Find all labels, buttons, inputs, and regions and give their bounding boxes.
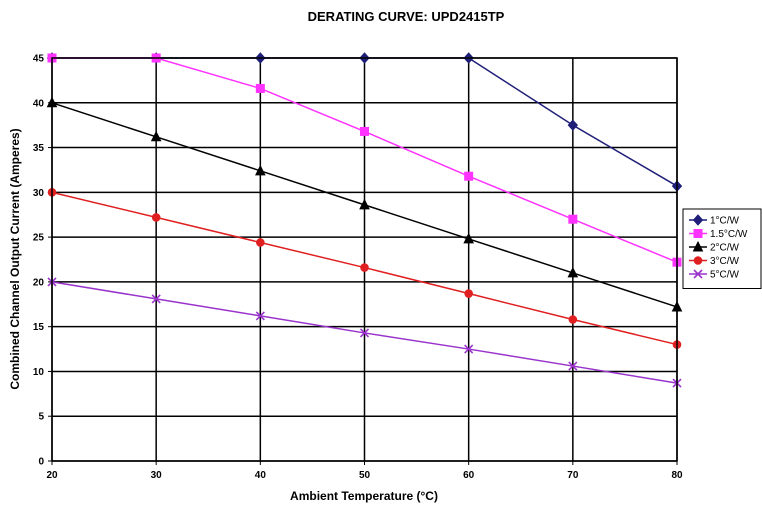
data-point: [359, 328, 370, 338]
legend-item: 1.5°C/W: [689, 229, 748, 240]
series-3: [46, 96, 683, 312]
legend-marker: [692, 240, 704, 252]
legend-label: 3°C/W: [710, 256, 740, 267]
y-tick-label: 30: [33, 188, 45, 199]
x-tick-label: 70: [567, 470, 579, 481]
legend-marker: [693, 229, 703, 238]
legend-item: 5°C/W: [689, 269, 740, 281]
legend-label: 2°C/W: [710, 243, 740, 254]
y-tick-label: 20: [33, 277, 45, 288]
legend: 1°C/W 1.5°C/W 2°C/W 3°C/W 5°C/W: [682, 208, 762, 289]
y-axis-ticks: 0 5 10 15 20 25 30 35 40 45: [33, 54, 52, 468]
data-point: [150, 130, 162, 142]
y-tick-label: 45: [33, 54, 45, 65]
legend-label: 1°C/W: [710, 216, 740, 227]
legend-marker: [692, 214, 704, 226]
legend-marker: [693, 256, 703, 265]
y-tick-label: 35: [33, 143, 45, 154]
y-tick-label: 40: [33, 98, 45, 109]
y-axis-label: Combined Channel Output Current (Amperes…: [8, 128, 22, 389]
data-point: [464, 289, 473, 298]
x-tick-label: 40: [255, 470, 267, 481]
x-tick-label: 80: [671, 470, 683, 481]
x-axis-label: Ambient Temperature (°C): [290, 489, 438, 503]
x-tick-label: 60: [463, 470, 475, 481]
legend-label: 1.5°C/W: [710, 229, 748, 240]
data-point: [360, 126, 369, 136]
data-point: [464, 171, 474, 181]
legend-marker: [693, 269, 703, 279]
data-point: [359, 198, 370, 210]
y-tick-label: 10: [33, 367, 45, 378]
x-tick-label: 30: [151, 470, 163, 481]
y-tick-label: 5: [38, 412, 44, 423]
legend-item: 3°C/W: [689, 256, 740, 267]
chart-title: DERATING CURVE: UPD2415TP: [308, 9, 505, 24]
legend-item: 2°C/W: [689, 240, 740, 254]
data-point: [255, 83, 265, 93]
y-tick-label: 0: [38, 457, 44, 468]
y-tick-label: 15: [33, 322, 45, 333]
data-point: [567, 266, 579, 278]
x-tick-label: 50: [359, 470, 371, 481]
x-axis-ticks: 20 30 40 50 60 70 80: [46, 461, 683, 481]
x-tick-label: 20: [46, 470, 58, 481]
data-point: [568, 214, 578, 224]
legend-item: 1°C/W: [689, 214, 740, 227]
data-point: [568, 361, 578, 371]
data-point: [463, 232, 474, 244]
y-tick-label: 25: [33, 233, 45, 244]
data-point: [151, 213, 161, 222]
data-point: [255, 311, 265, 321]
data-point: [151, 294, 161, 304]
data-point: [360, 263, 369, 272]
data-point: [256, 238, 265, 247]
data-point: [568, 315, 578, 324]
data-point: [567, 119, 579, 131]
data-point: [464, 344, 474, 354]
plot-border: [51, 57, 678, 462]
series-4: [47, 188, 682, 349]
data-point: [255, 164, 266, 176]
legend-label: 5°C/W: [710, 270, 740, 281]
